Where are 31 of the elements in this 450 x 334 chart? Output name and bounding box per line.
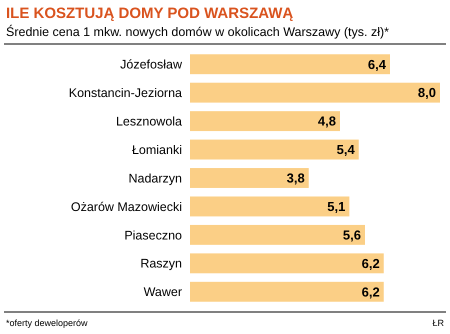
bar (190, 140, 359, 160)
text: ŁR (432, 318, 444, 328)
data-label: 5,1 (327, 198, 346, 214)
data-label: 8,0 (418, 85, 436, 100)
y-tick-label: Piaseczno (124, 228, 182, 242)
bar (190, 82, 440, 103)
y-tick-label: Wawer (144, 285, 182, 300)
data-label: 3,8 (286, 170, 305, 186)
bar (190, 111, 340, 132)
bar (190, 282, 384, 302)
bar (190, 224, 365, 245)
data-label: 6,2 (362, 256, 380, 271)
text: *oferty deweloperów (6, 318, 88, 328)
data-label: 6,2 (362, 284, 380, 300)
data-label: 4,8 (318, 114, 336, 129)
y-tick-label: Józefosław (120, 58, 183, 72)
y-tick-label: Konstancin-Jeziorna (68, 86, 182, 100)
data-label: 5,4 (336, 142, 356, 158)
bar (190, 54, 390, 74)
bar (190, 253, 384, 274)
y-tick-label: Raszyn (140, 256, 182, 271)
chart-subtitle: Średnie cena 1 mkw. nowych domów w okolicach Warszawy (tys. zł)* (6, 24, 390, 39)
bar (190, 196, 350, 216)
data-label: 5,6 (342, 227, 361, 242)
y-tick-label: Ożarów Mazowiecki (70, 200, 182, 214)
data-label: 6,4 (368, 56, 387, 72)
bar (190, 168, 309, 188)
y-tick-label: Łomianki (132, 142, 182, 157)
chart-title: ILE KOSZTUJĄ DOMY POD WARSZAWĄ (6, 5, 294, 22)
y-tick-label: Lesznowola (116, 114, 182, 128)
y-tick-label: Nadarzyn (128, 171, 182, 186)
